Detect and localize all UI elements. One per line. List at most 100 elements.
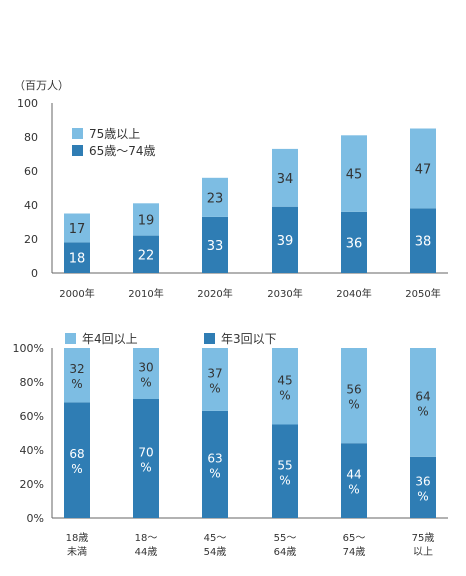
data-label-3-or-less: 63 [207,451,222,465]
x-tick-label-line2: 以上 [413,546,433,558]
bar-segment-4-plus [341,348,367,444]
bar-segment-75-plus [202,177,228,217]
data-label-4-plus-unit: % [348,398,359,412]
x-tick-label: 2020年 [197,287,232,300]
data-label-4-plus-unit: % [279,388,290,402]
x-tick-label-line2: 64歳 [274,546,297,558]
data-label-3-or-less: 70 [138,446,153,460]
bar-segment-4-plus [64,348,90,403]
bar-segment-75-plus [272,148,298,207]
y-tick-label: 0 [31,267,38,280]
legend-label-3-or-less: 年3回以下 [221,332,277,346]
data-label-65-74: 38 [415,235,432,250]
bar-segment-65-74 [272,206,298,273]
y-axis-unit-label: （百万人） [14,79,69,92]
bar-segment-75-plus [133,203,159,236]
data-label-65-74: 22 [138,248,155,263]
legend-label-65-74: 65歳～74歳 [89,144,156,158]
data-label-65-74: 39 [277,234,294,249]
bar-segment-4-plus [202,348,228,411]
y-tick-label: 80 [24,131,38,144]
data-label-4-plus-unit: % [417,404,428,418]
bar-segment-4-plus [272,348,298,425]
x-tick-label: 2050年 [405,287,440,300]
data-label-75-plus: 47 [415,162,432,177]
x-tick-label-line1: 18歳 [66,532,89,544]
data-label-3-or-less-unit: % [279,473,290,487]
data-label-65-74: 36 [346,236,363,251]
y-tick-label: 20 [24,233,38,246]
chart-population: （百万人） 0 20 40 60 80 100 18 17 2000年 22 19 2010年 33 23 2… [14,79,448,300]
x-tick-label: 2010年 [128,287,163,300]
legend-label-75-plus: 75歳以上 [89,127,140,141]
x-tick-label: 2030年 [267,287,302,300]
data-label-65-74: 18 [69,252,86,267]
data-label-65-74: 33 [207,239,224,254]
x-tick-label-line2: 54歳 [204,546,227,558]
legend-label-4-plus: 年4回以上 [82,332,138,346]
y-tick-label: 60% [20,410,44,423]
bar-segment-4-plus [410,348,436,457]
data-label-75-plus: 23 [207,191,224,206]
bar-segment-3-or-less [410,456,436,518]
data-label-75-plus: 17 [69,222,86,237]
data-label-75-plus: 19 [138,213,155,228]
y-tick-label: 0% [27,512,44,525]
data-label-75-plus: 34 [277,172,294,187]
legend-swatch-65-74 [72,145,83,156]
data-label-4-plus: 32 [69,362,84,376]
y-tick-label: 60 [24,165,38,178]
data-label-3-or-less: 68 [69,447,84,461]
y-tick-label: 40 [24,199,38,212]
x-tick-label-line2: 44歳 [135,546,158,558]
bar-segment-65-74 [64,242,90,273]
legend-swatch-4-plus [65,333,76,344]
x-tick-label: 2000年 [59,287,94,300]
bar-segment-3-or-less [133,399,159,518]
bar-segment-75-plus [341,135,367,212]
data-label-4-plus-unit: % [71,377,82,391]
x-tick-label-line2: 74歳 [343,546,366,558]
y-tick-label: 80% [20,376,44,389]
data-label-3-or-less: 36 [415,474,430,488]
data-label-3-or-less-unit: % [209,466,220,480]
x-tick-label-line1: 75歳 [412,532,435,544]
data-label-4-plus: 64 [415,389,430,403]
data-label-3-or-less-unit: % [71,462,82,476]
legend-swatch-75-plus [72,128,83,139]
y-tick-label: 40% [20,444,44,457]
y-tick-label: 100 [17,97,38,110]
bar-segment-65-74 [410,208,436,273]
data-label-3-or-less-unit: % [417,489,428,503]
data-label-4-plus: 45 [277,373,292,387]
data-label-3-or-less-unit: % [348,483,359,497]
data-label-4-plus: 56 [346,383,361,397]
y-tick-label: 100% [13,342,44,355]
bar-segment-75-plus [410,128,436,209]
data-label-3-or-less: 44 [346,468,361,482]
legend-swatch-3-or-less [204,333,215,344]
bar-segment-3-or-less [272,424,298,518]
bar-segment-75-plus [64,213,90,243]
bar-segment-65-74 [341,211,367,273]
bar-segment-65-74 [202,216,228,273]
data-label-4-plus-unit: % [140,376,151,390]
data-label-3-or-less: 55 [277,458,292,472]
data-label-4-plus: 37 [207,366,222,380]
data-label-75-plus: 45 [346,168,363,183]
bar-segment-3-or-less [341,443,367,518]
x-tick-label-line1: 65～ [343,533,366,544]
data-label-4-plus: 30 [138,361,153,375]
x-tick-label-line1: 45～ [204,533,227,544]
bar-segment-3-or-less [64,402,90,518]
chart-frequency: 年4回以上 年3回以下0%20%40%60%80%100%68%32%18歳未満7… [13,332,448,558]
x-tick-label: 2040年 [336,287,371,300]
data-label-3-or-less-unit: % [140,461,151,475]
bar-segment-4-plus [133,348,159,399]
y-tick-label: 20% [20,478,44,491]
x-tick-label-line2: 未満 [67,546,87,558]
bar-segment-65-74 [133,235,159,273]
data-label-4-plus-unit: % [209,381,220,395]
x-tick-label-line1: 55～ [274,533,297,544]
